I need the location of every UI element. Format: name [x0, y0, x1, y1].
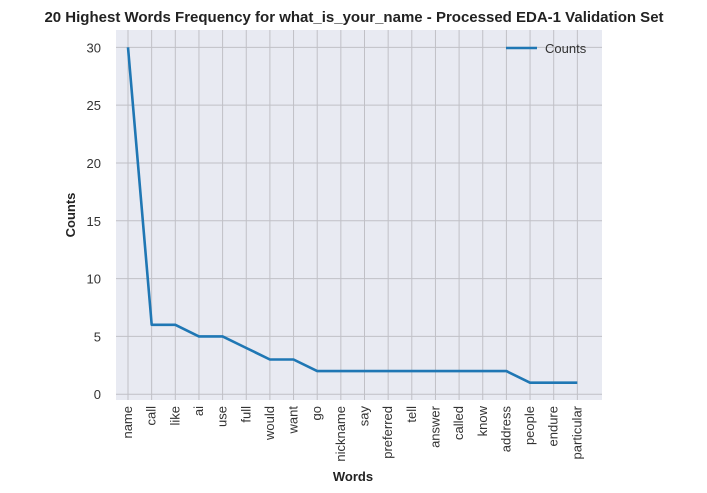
chart-title: 20 Highest Words Frequency for what_is_y…: [44, 9, 663, 26]
plot-background: [116, 30, 602, 400]
x-tick-label: nickname: [333, 406, 348, 462]
y-tick-label: 0: [94, 387, 101, 402]
x-tick-label: full: [238, 406, 253, 423]
x-tick-label: address: [498, 406, 513, 453]
x-tick-label: tell: [404, 406, 419, 423]
x-axis-label: Words: [333, 469, 373, 484]
x-tick-label: use: [215, 406, 230, 427]
x-tick-label: particular: [569, 405, 584, 459]
x-tick-label: answer: [427, 405, 442, 448]
x-tick-label: would: [262, 406, 277, 441]
y-tick-label: 30: [87, 40, 101, 55]
x-tick-label: call: [144, 406, 159, 426]
x-tick-label: say: [357, 406, 372, 427]
y-axis-label: Counts: [63, 193, 78, 238]
x-tick-label: ai: [191, 406, 206, 416]
grid: [116, 30, 602, 400]
x-tick-label: know: [475, 405, 490, 436]
y-tick-label: 10: [87, 272, 101, 287]
x-tick-label: want: [286, 406, 301, 435]
y-tick-label: 15: [87, 214, 101, 229]
legend: Counts: [506, 41, 587, 56]
legend-label: Counts: [545, 41, 587, 56]
x-tick-label: name: [120, 406, 135, 439]
y-tick-label: 25: [87, 98, 101, 113]
x-tick-label: endure: [546, 406, 561, 446]
x-tick-label: like: [167, 406, 182, 426]
x-tick-label: called: [451, 406, 466, 440]
series-line-counts: [126, 47, 578, 384]
y-ticks: 0 5 10 15 20 25 30: [87, 40, 101, 402]
x-tick-label: preferred: [380, 406, 395, 459]
x-tick-label: people: [522, 406, 537, 445]
x-tick-label: go: [309, 406, 324, 420]
y-tick-label: 5: [94, 329, 101, 344]
x-ticks: name call like ai use full would want go nickname…: [120, 405, 584, 461]
y-tick-label: 20: [87, 156, 101, 171]
